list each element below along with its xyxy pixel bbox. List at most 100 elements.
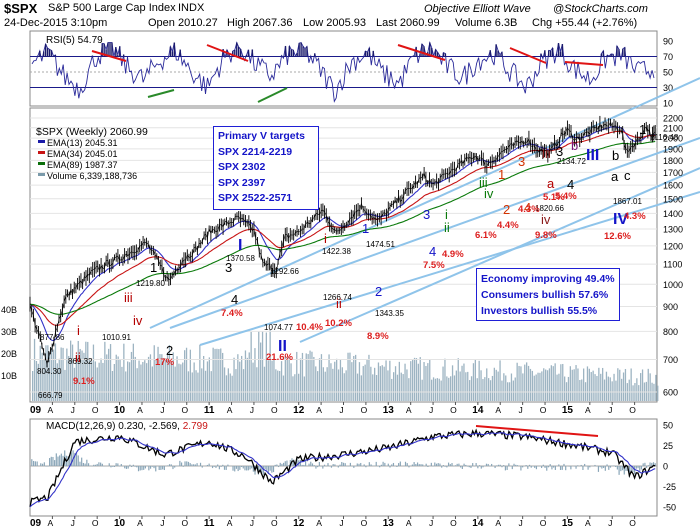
volume-bar xyxy=(193,362,195,401)
x-tick-label: 10 xyxy=(114,405,126,416)
volume-bar xyxy=(400,372,402,401)
volume-bar xyxy=(611,381,613,401)
volume-bar xyxy=(472,363,475,401)
legend-entry: EMA(13) 2045.31 xyxy=(47,138,118,148)
x-tick-label: 11 xyxy=(204,405,215,416)
rsi-line xyxy=(31,40,655,103)
price-tick-label: 2000 xyxy=(663,134,683,144)
volume-bar xyxy=(497,371,499,401)
volume-bar xyxy=(275,369,277,401)
wave-label: I xyxy=(238,237,242,254)
volume-bar xyxy=(263,366,266,401)
volume-bar xyxy=(252,362,254,401)
volume-bar xyxy=(605,371,608,401)
volume-bar xyxy=(109,344,112,401)
volume-bar xyxy=(208,357,210,401)
legend-swatch xyxy=(38,162,45,165)
x-tick-label: A xyxy=(316,405,322,415)
volume-bar xyxy=(102,362,104,401)
volume-bar xyxy=(288,357,290,401)
volume-bar xyxy=(383,366,385,401)
wave-label: 1 xyxy=(150,260,157,275)
volume-bar xyxy=(337,369,340,401)
rsi-divergence-line xyxy=(397,44,446,61)
volume-bar xyxy=(598,367,600,401)
volume-bar xyxy=(138,360,140,401)
volume-bar xyxy=(191,372,193,401)
volume-bar xyxy=(586,366,589,401)
volume-bar xyxy=(590,372,592,401)
volume-bar xyxy=(62,347,64,401)
volume-bar xyxy=(474,359,476,401)
price-label: 1422.38 xyxy=(322,247,351,256)
macd-label: MACD(12,26,9) 0.230, -2.569, 2.799 xyxy=(46,421,208,432)
volume-bar xyxy=(489,380,492,401)
volume-bar xyxy=(258,331,260,401)
wave-label: ii xyxy=(444,220,450,235)
volume-bar xyxy=(201,368,203,401)
wave-label: IV xyxy=(613,211,628,228)
macd-tick-label: 25 xyxy=(663,441,673,451)
volume-bar xyxy=(556,374,558,401)
volume-bar xyxy=(493,367,495,401)
wave-label: 4 xyxy=(429,244,436,259)
volume-bar xyxy=(35,360,38,401)
volume-bar xyxy=(172,352,174,401)
rsi-tick-label: 50 xyxy=(663,68,673,78)
volume-bar xyxy=(451,365,454,401)
volume-bar xyxy=(573,369,575,401)
price-tick-label: 1700 xyxy=(663,168,683,178)
legend-entry: $SPX (Weekly) 2060.99 xyxy=(36,126,148,138)
x-tick-label: O xyxy=(271,405,278,415)
volume-bar xyxy=(391,378,393,401)
last-value: Last 2060.99 xyxy=(376,17,440,29)
volume-bar xyxy=(100,358,102,401)
volume-bar xyxy=(514,377,516,401)
volume-bar xyxy=(457,358,459,401)
price-label: 1343.35 xyxy=(375,309,404,318)
volume-bar xyxy=(132,343,134,401)
volume-bar xyxy=(541,371,543,401)
price-label: 1266.74 xyxy=(323,293,352,302)
x-tick-label: J xyxy=(339,405,343,415)
volume-bar xyxy=(174,366,176,401)
target-4: SPX 2522-2571 xyxy=(218,192,293,204)
pct-label: 4.4% xyxy=(497,220,519,231)
volume-bar xyxy=(588,368,590,401)
wave-label: 3 xyxy=(518,154,525,169)
watermark: Objective Elliott Wave xyxy=(424,3,531,15)
price-label: 1867.01 xyxy=(613,197,642,206)
volume-bar xyxy=(396,374,399,401)
volume-bar xyxy=(448,377,450,401)
open-value: Open 2010.27 xyxy=(148,17,218,29)
volume-bar xyxy=(92,344,95,401)
volume-bar xyxy=(564,376,566,401)
wave-label: 2 xyxy=(166,343,173,358)
price-label: 877.86 xyxy=(40,333,65,342)
volume-bar xyxy=(43,359,45,401)
pct-label: 4.9% xyxy=(442,249,464,260)
volume-bar xyxy=(649,373,651,401)
volume-bar xyxy=(140,364,142,401)
volume-bar xyxy=(628,379,630,401)
x-tick-label: 13 xyxy=(383,518,395,529)
volume-bar xyxy=(577,368,579,401)
volume-bar xyxy=(438,378,440,401)
targets-title: Primary V targets xyxy=(218,130,305,142)
pct-label: 6.1% xyxy=(475,230,497,241)
volume-bar xyxy=(45,345,47,401)
volume-bar xyxy=(195,370,197,401)
volume-bar xyxy=(432,377,435,401)
volume-bar xyxy=(170,361,172,401)
price-tick-label: 900 xyxy=(663,302,678,312)
volume-bar xyxy=(362,366,364,401)
volume-bar xyxy=(269,330,271,401)
volume-bar xyxy=(647,368,649,401)
volume-bar xyxy=(176,356,178,401)
volume-bar xyxy=(470,376,473,401)
target-2: SPX 2302 xyxy=(218,161,266,173)
price-label: 1370.58 xyxy=(226,254,255,263)
volume-bar xyxy=(413,357,416,401)
volume-bar xyxy=(374,367,376,401)
volume-bar xyxy=(453,375,456,401)
